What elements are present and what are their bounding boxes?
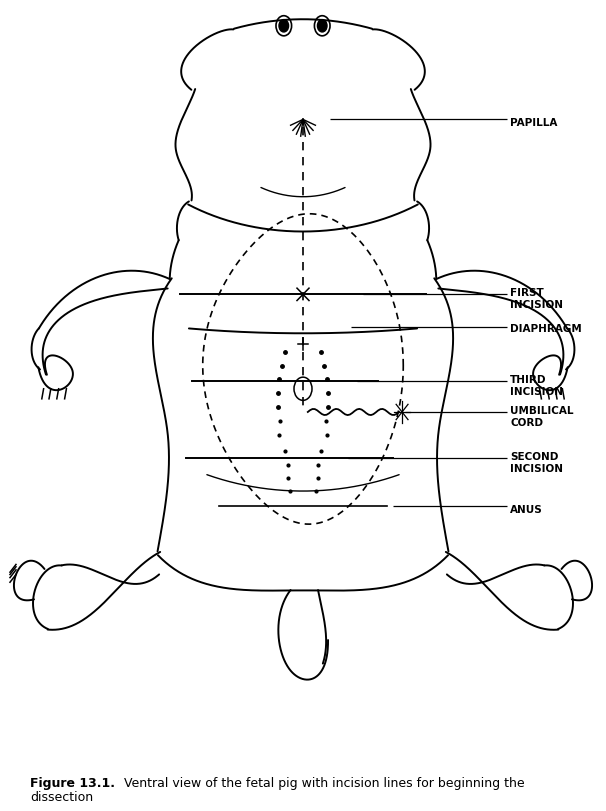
Text: Ventral view of the fetal pig with incision lines for beginning the: Ventral view of the fetal pig with incis… — [124, 776, 525, 789]
Text: SECOND
INCISION: SECOND INCISION — [510, 452, 563, 474]
Text: dissection: dissection — [30, 790, 93, 803]
Text: Figure 13.1.: Figure 13.1. — [30, 776, 115, 789]
Text: PAPILLA: PAPILLA — [510, 118, 558, 127]
Circle shape — [279, 20, 288, 33]
Text: ANUS: ANUS — [510, 504, 543, 514]
Text: THIRD
INCISION: THIRD INCISION — [510, 375, 563, 397]
Text: FIRST
INCISION: FIRST INCISION — [510, 288, 563, 310]
Text: DIAPHRAGM: DIAPHRAGM — [510, 324, 582, 334]
Circle shape — [318, 20, 327, 33]
Text: UMBILICAL
CORD: UMBILICAL CORD — [510, 406, 574, 427]
